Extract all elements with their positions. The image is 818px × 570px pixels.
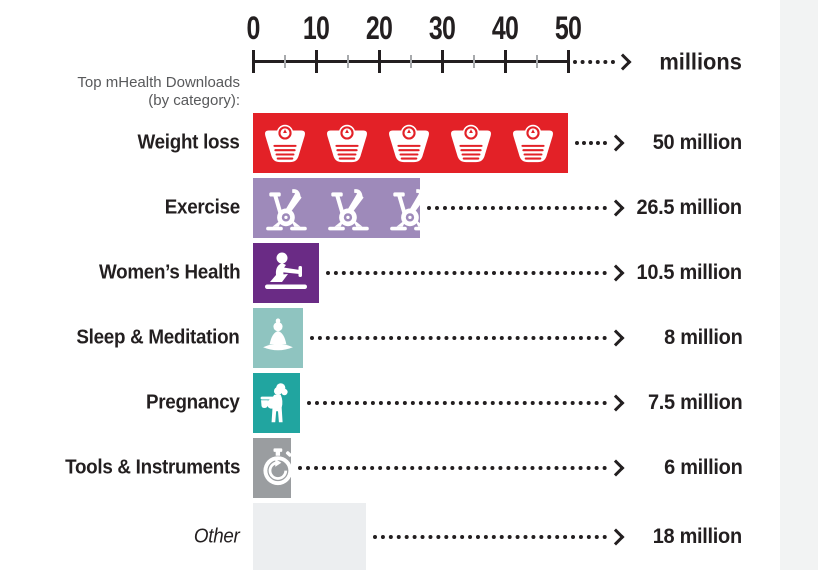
major-tick [378, 50, 381, 73]
category-label: Other [194, 525, 240, 547]
category-row-womens-health: Women’s Health 10.5 million [0, 243, 818, 303]
arrow-head-icon [607, 329, 625, 347]
minor-tick [284, 55, 286, 68]
category-label: Weight loss [137, 131, 240, 154]
category-row-weight-loss: Weight loss [0, 113, 818, 173]
bar-pregnancy [253, 373, 300, 433]
dotted-leader [326, 271, 607, 275]
bar-womens-health [253, 243, 319, 303]
category-row-pregnancy: Pregnancy 7.5 million [0, 373, 818, 433]
weight-scale-icon [262, 120, 308, 166]
tick-label: 30 [428, 10, 456, 46]
dotted-leader [307, 401, 607, 405]
minor-tick [473, 55, 475, 68]
exercise-bike-icon [386, 183, 420, 233]
axis-arrow-head-icon [614, 53, 632, 70]
arrow-head-icon [607, 134, 625, 152]
value-label: 8 million [663, 326, 743, 349]
axis-unit-label: millions [659, 48, 742, 75]
dotted-leader [575, 141, 607, 145]
major-tick [315, 50, 318, 73]
bar-tools-instruments [253, 438, 291, 498]
exercise-bike-icon [262, 183, 312, 233]
value-label: 50 million [652, 131, 742, 154]
category-label: Women’s Health [98, 261, 241, 284]
weight-scale-icon [386, 120, 432, 166]
chart-title-line1: Top mHealth Downloads [77, 74, 240, 91]
dotted-leader [373, 534, 607, 539]
bar-exercise [253, 178, 420, 238]
arrow-head-icon [607, 199, 625, 217]
category-label: Sleep & Meditation [76, 326, 240, 349]
weight-scale-icon [510, 120, 556, 166]
meditation-icon [257, 317, 299, 359]
stopwatch-icon [256, 447, 291, 489]
tick-label: 0 [246, 10, 260, 46]
tick-label: 50 [554, 10, 582, 46]
value-label: 10.5 million [636, 261, 743, 284]
value-label: 6 million [663, 456, 743, 479]
weight-scale-icon [448, 120, 494, 166]
minor-tick [410, 55, 412, 68]
page-background-strip [780, 0, 818, 570]
tick-label: 20 [365, 10, 393, 46]
arrow-head-icon [607, 459, 625, 477]
major-tick [567, 50, 570, 73]
category-row-other: Other 18 million [0, 503, 818, 570]
arrow-head-icon [607, 264, 625, 282]
major-tick [441, 50, 444, 73]
dotted-leader [310, 336, 607, 340]
category-row-sleep-meditation: Sleep & Meditation 8 million [0, 308, 818, 368]
x-axis: 0 10 20 30 40 50 [246, 0, 583, 90]
chart-title-line2: (by category): [148, 92, 240, 110]
bar-sleep-meditation [253, 308, 303, 368]
dotted-leader [298, 466, 607, 470]
rowing-person-icon [262, 249, 310, 297]
arrow-head-icon [607, 394, 625, 412]
value-label: 18 million [652, 524, 742, 548]
category-row-exercise: Exercise [0, 178, 818, 238]
exercise-bike-icon [324, 183, 374, 233]
category-label: Exercise [164, 196, 240, 219]
category-label: Pregnancy [146, 391, 240, 414]
bar-other [253, 503, 366, 570]
axis-dotted-leader [573, 59, 615, 64]
pregnant-woman-icon [256, 381, 300, 425]
value-label: 26.5 million [636, 196, 743, 219]
bar-weight-loss [253, 113, 568, 173]
major-tick [252, 50, 255, 73]
minor-tick [536, 55, 538, 68]
major-tick [504, 50, 507, 73]
tick-label: 10 [302, 10, 330, 46]
minor-tick [347, 55, 349, 68]
dotted-leader [427, 206, 607, 210]
arrow-head-icon [607, 528, 625, 545]
value-label: 7.5 million [647, 391, 743, 414]
tick-label: 40 [491, 10, 519, 46]
category-label: Tools & Instruments [64, 456, 240, 479]
category-row-tools-instruments: Tools & Instruments 6 million [0, 438, 818, 498]
weight-scale-icon [324, 120, 370, 166]
chart-title: Top mHealth Downloads (by category): [77, 74, 240, 111]
